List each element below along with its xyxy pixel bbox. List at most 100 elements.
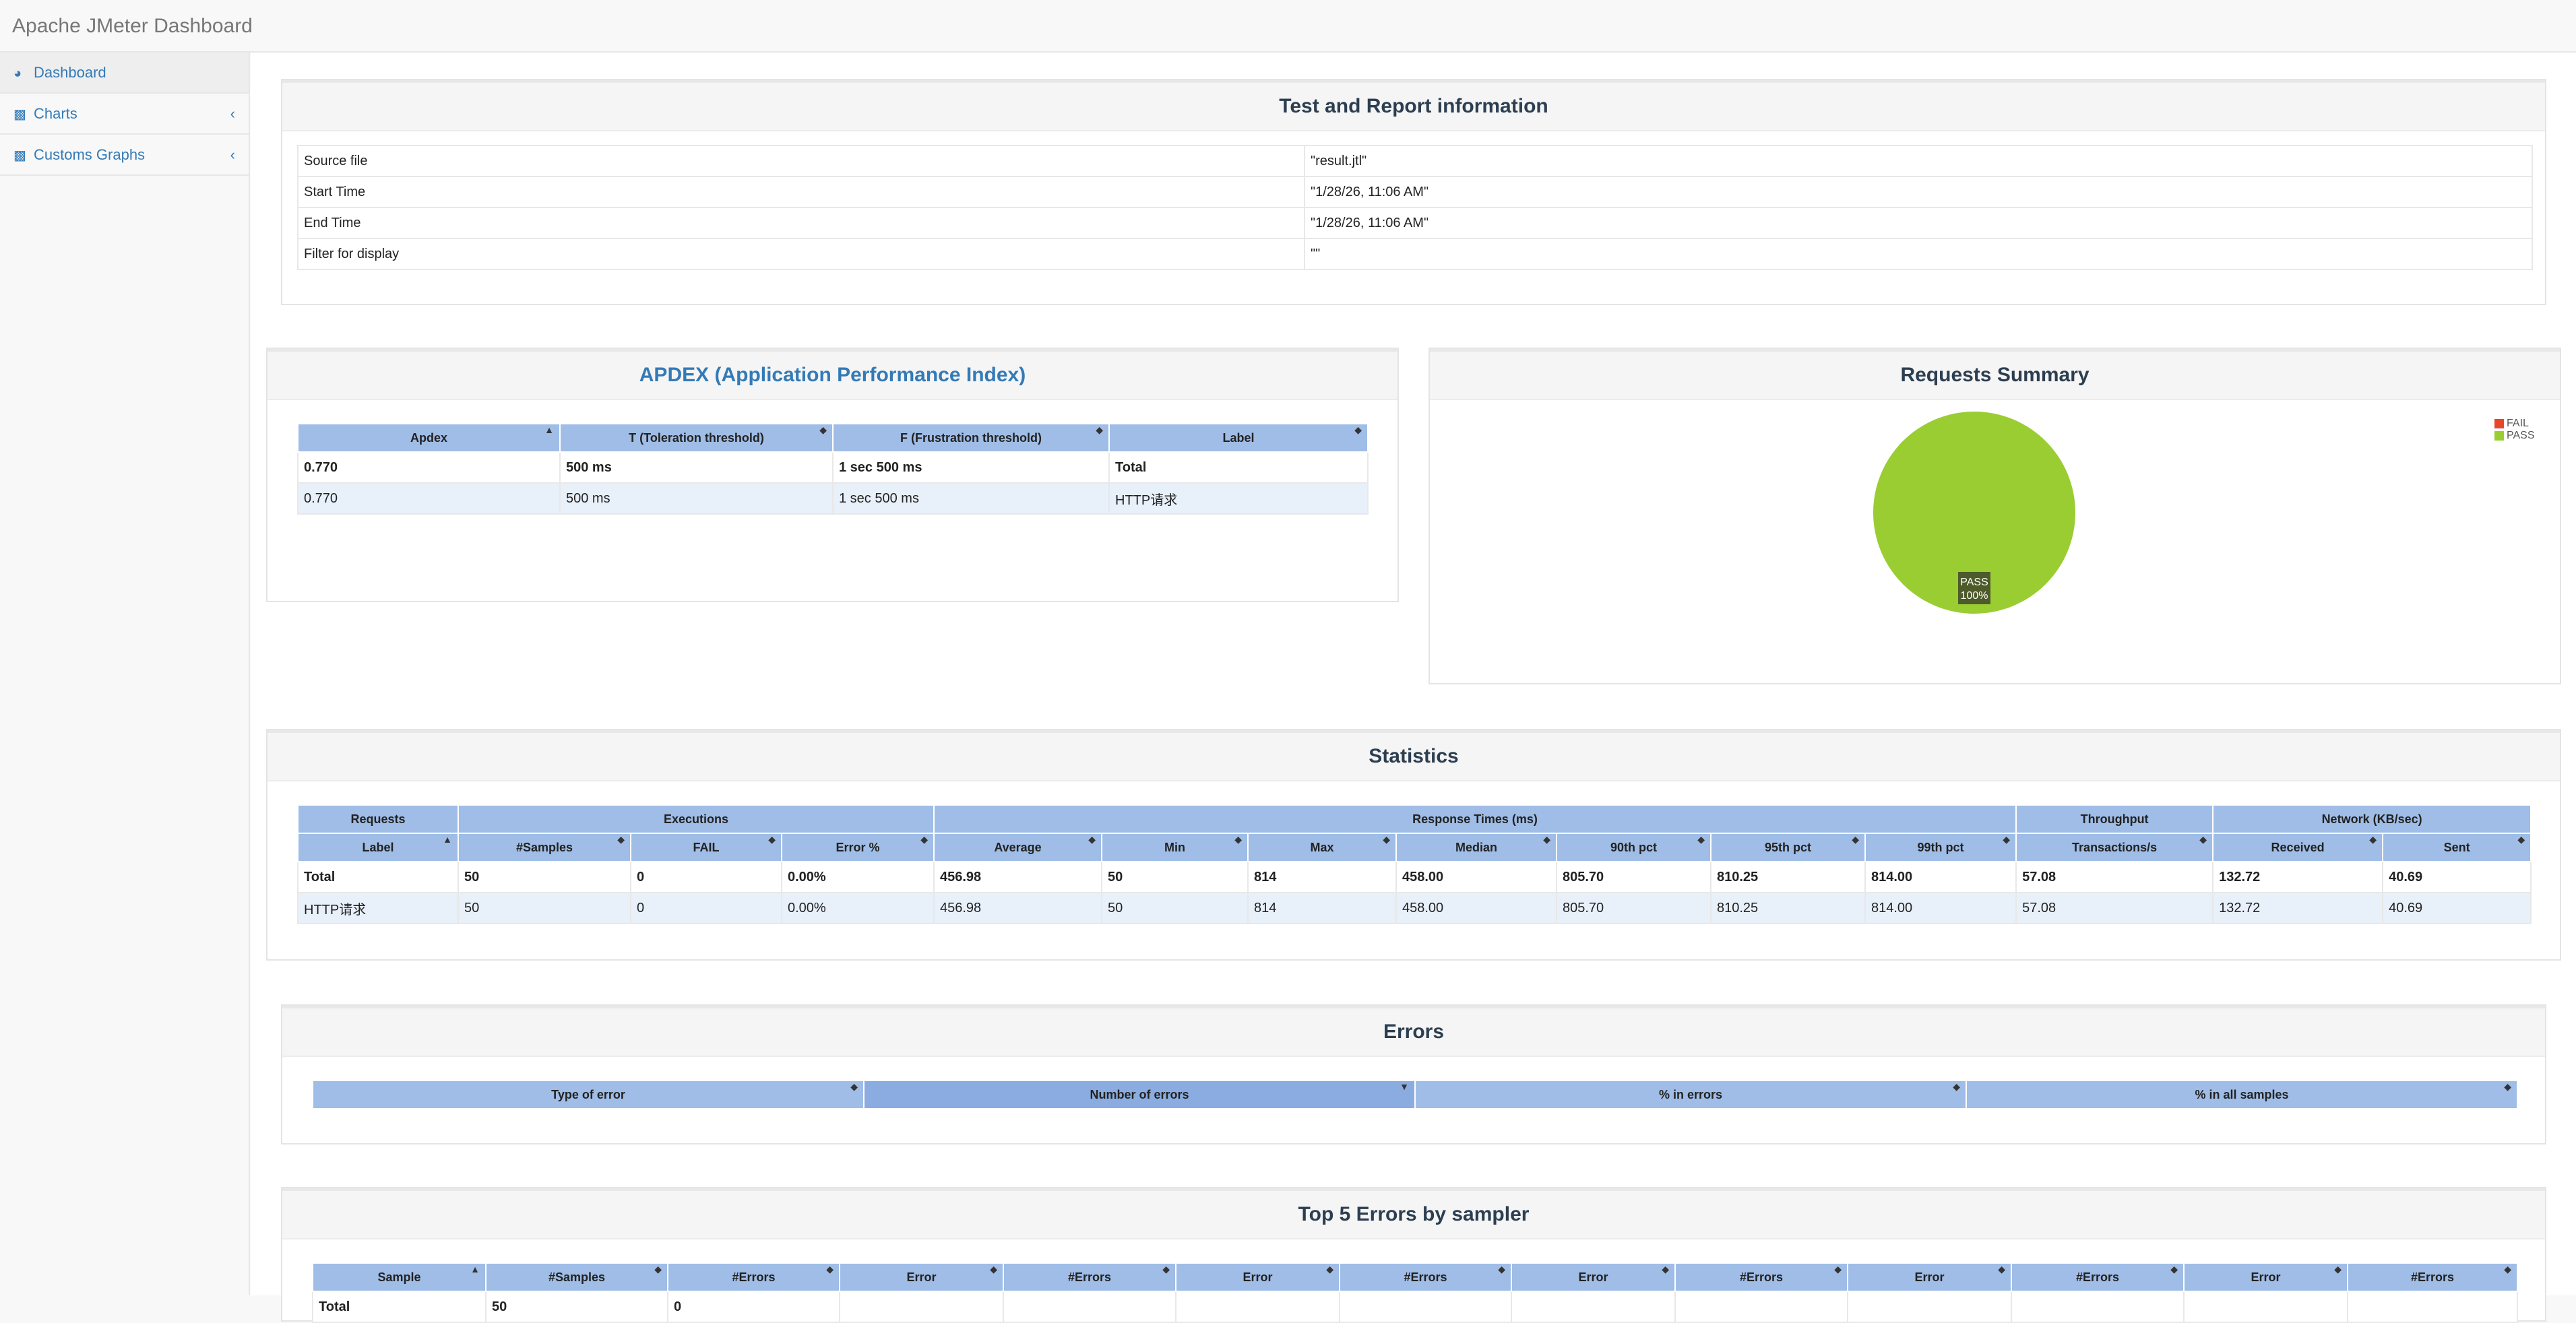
column-header[interactable]: Sample ▲ bbox=[312, 1262, 486, 1292]
column-header[interactable]: #Errors ◆ bbox=[2011, 1262, 2185, 1292]
table-cell: 0.00% bbox=[781, 892, 935, 924]
statistics-table: Requests Executions Response Times (ms) … bbox=[297, 804, 2532, 924]
info-value: "1/28/26, 11:06 AM" bbox=[1304, 207, 2533, 239]
errors-table: Type of error ◆ Number of errors ▼ % in er… bbox=[312, 1080, 2518, 1109]
group-header-throughput: Throughput bbox=[2015, 804, 2214, 834]
sidebar-item-label: Charts bbox=[34, 105, 77, 122]
table-cell: 50 bbox=[458, 861, 631, 893]
column-header[interactable]: #Samples ◆ bbox=[458, 833, 631, 862]
panel-title: Requests Summary bbox=[1430, 349, 2560, 400]
table-cell: 50 bbox=[458, 892, 631, 924]
column-header[interactable]: #Errors ◆ bbox=[1003, 1262, 1176, 1292]
column-header[interactable]: Error ◆ bbox=[1175, 1262, 1340, 1292]
table-row: Total 50 0 bbox=[312, 1291, 2518, 1323]
legend-swatch bbox=[2494, 418, 2504, 428]
column-header[interactable]: Max ◆ bbox=[1247, 833, 1397, 862]
slice-label-box bbox=[1958, 572, 1990, 604]
table-cell: 132.72 bbox=[2212, 861, 2384, 893]
table-cell bbox=[1175, 1291, 1340, 1323]
column-header-pct-in-errors[interactable]: % in errors ◆ bbox=[1414, 1080, 1967, 1109]
main-content: Test and Report information Source file "… bbox=[251, 53, 2576, 1323]
sort-icon: ◆ bbox=[2003, 834, 2011, 845]
panel-title: Top 5 Errors by sampler bbox=[282, 1188, 2545, 1239]
column-header-toleration[interactable]: T (Toleration threshold) ◆ bbox=[559, 423, 834, 453]
bar-chart-icon: ▩ bbox=[13, 148, 26, 163]
requests-pie-chart: PASS 100% bbox=[1873, 412, 2075, 614]
column-header[interactable]: #Errors ◆ bbox=[1339, 1262, 1512, 1292]
sort-icon: ◆ bbox=[1498, 1264, 1505, 1274]
table-cell bbox=[2347, 1291, 2518, 1323]
sidebar-item-label: Dashboard bbox=[34, 64, 106, 81]
table-cell: 814 bbox=[1247, 892, 1397, 924]
column-header-frustration[interactable]: F (Frustration threshold) ◆ bbox=[832, 423, 1110, 453]
table-row: End Time "1/28/26, 11:06 AM" bbox=[297, 207, 2533, 239]
sort-icon: ◆ bbox=[2170, 1264, 2178, 1274]
column-header-number-of-errors[interactable]: Number of errors ▼ bbox=[863, 1080, 1416, 1109]
table-cell: 0 bbox=[630, 892, 782, 924]
column-header[interactable]: Error ◆ bbox=[2183, 1262, 2348, 1292]
column-header[interactable]: #Errors ◆ bbox=[667, 1262, 840, 1292]
panel-title[interactable]: APDEX (Application Performance Index) bbox=[268, 349, 1397, 400]
column-header[interactable]: Error ◆ bbox=[1847, 1262, 2012, 1292]
sidebar-item-dashboard[interactable]: ◕ Dashboard bbox=[0, 53, 249, 94]
chevron-left-icon: ‹ bbox=[230, 105, 235, 122]
legend-label: FAIL bbox=[2507, 418, 2529, 429]
column-header[interactable]: Transactions/s ◆ bbox=[2015, 833, 2214, 862]
table-cell: 456.98 bbox=[933, 861, 1102, 893]
column-header[interactable]: Error ◆ bbox=[839, 1262, 1004, 1292]
table-cell: 40.69 bbox=[2382, 892, 2532, 924]
sort-icon: ◆ bbox=[1354, 424, 1362, 435]
table-row: 0.770 500 ms 1 sec 500 ms Total bbox=[297, 451, 1369, 484]
column-header[interactable]: Median ◆ bbox=[1395, 833, 1557, 862]
column-header[interactable]: #Errors ◆ bbox=[2347, 1262, 2518, 1292]
pie-slice-pass[interactable] bbox=[1873, 412, 2075, 614]
column-header-label[interactable]: Label ◆ bbox=[1108, 423, 1369, 453]
legend-item-fail[interactable]: FAIL bbox=[2494, 418, 2535, 430]
table-cell: 0 bbox=[667, 1291, 840, 1323]
sidebar-item-charts[interactable]: ▩ Charts ‹ bbox=[0, 94, 249, 135]
column-header[interactable]: 99th pct ◆ bbox=[1864, 833, 2017, 862]
sort-icon: ◆ bbox=[2199, 834, 2207, 845]
column-header[interactable]: Received ◆ bbox=[2212, 833, 2384, 862]
sort-icon: ◆ bbox=[1697, 834, 1705, 845]
table-cell: 810.25 bbox=[1710, 861, 1866, 893]
sort-icon: ◆ bbox=[1088, 834, 1096, 845]
column-header[interactable]: #Errors ◆ bbox=[1674, 1262, 1848, 1292]
column-header[interactable]: Error ◆ bbox=[1511, 1262, 1676, 1292]
legend-item-pass[interactable]: PASS bbox=[2494, 430, 2535, 442]
sort-icon: ◆ bbox=[819, 424, 827, 435]
table-cell: 0.00% bbox=[781, 861, 935, 893]
sort-icon: ◆ bbox=[1383, 834, 1390, 845]
table-row: 0.770 500 ms 1 sec 500 ms HTTP请求 bbox=[297, 482, 1369, 515]
app-title[interactable]: Apache JMeter Dashboard bbox=[12, 15, 253, 37]
table-cell: 814.00 bbox=[1864, 861, 2017, 893]
column-header[interactable]: Sent ◆ bbox=[2382, 833, 2532, 862]
column-header[interactable]: Label ▲ bbox=[297, 833, 459, 862]
dashboard-icon: ◕ bbox=[13, 65, 22, 81]
column-header-apdex[interactable]: Apdex ▲ bbox=[297, 423, 561, 453]
apdex-panel: APDEX (Application Performance Index) Ap… bbox=[266, 348, 1399, 602]
bar-chart-icon: ▩ bbox=[13, 106, 26, 122]
column-header[interactable]: Min ◆ bbox=[1101, 833, 1249, 862]
sort-icon: ◆ bbox=[990, 1264, 997, 1274]
top5-errors-table: Sample ▲ #Samples ◆ #Errors ◆ Error ◆ #Errors ◆ Er… bbox=[312, 1262, 2518, 1323]
column-header[interactable]: #Samples ◆ bbox=[485, 1262, 668, 1292]
column-header[interactable]: 95th pct ◆ bbox=[1710, 833, 1866, 862]
table-cell: 132.72 bbox=[2212, 892, 2384, 924]
column-header[interactable]: Average ◆ bbox=[933, 833, 1102, 862]
table-cell: HTTP请求 bbox=[297, 892, 459, 924]
table-cell bbox=[1003, 1291, 1176, 1323]
sort-icon: ◆ bbox=[768, 834, 776, 845]
column-header[interactable]: FAIL ◆ bbox=[630, 833, 782, 862]
table-cell: 1 sec 500 ms bbox=[832, 451, 1110, 484]
sort-icon: ◆ bbox=[2504, 1081, 2511, 1092]
column-header[interactable]: 90th pct ◆ bbox=[1556, 833, 1711, 862]
sort-icon: ◆ bbox=[1543, 834, 1550, 845]
column-header[interactable]: Error % ◆ bbox=[781, 833, 935, 862]
sort-asc-icon: ▲ bbox=[443, 834, 452, 845]
sidebar-item-customs-graphs[interactable]: ▩ Customs Graphs ‹ bbox=[0, 135, 249, 176]
report-info-panel: Test and Report information Source file "… bbox=[281, 79, 2546, 305]
column-header-type-of-error[interactable]: Type of error ◆ bbox=[312, 1080, 865, 1109]
column-header-pct-in-all-samples[interactable]: % in all samples ◆ bbox=[1966, 1080, 2518, 1109]
sort-icon: ◆ bbox=[654, 1264, 662, 1274]
